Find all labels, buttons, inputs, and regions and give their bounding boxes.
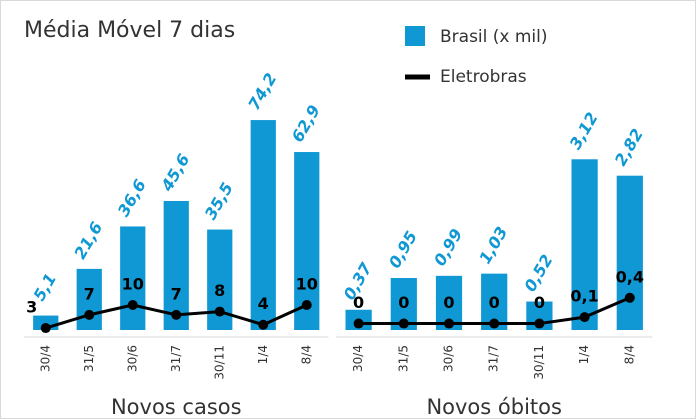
data-label: 0 xyxy=(353,293,364,312)
point xyxy=(624,292,635,303)
legend-label: Eletrobras xyxy=(440,67,527,87)
data-label: 0 xyxy=(443,293,454,312)
legend-label: Brasil (x mil) xyxy=(440,27,548,47)
x-tick-label: 30/4 xyxy=(351,345,365,372)
x-tick-label: 8/4 xyxy=(299,345,313,364)
point xyxy=(444,318,454,329)
x-tick-label: 30/11 xyxy=(212,345,226,380)
point xyxy=(534,318,545,329)
x-axis-label: Novos casos xyxy=(111,395,242,419)
bar xyxy=(250,120,276,330)
point xyxy=(40,323,51,334)
x-tick-label: 1/4 xyxy=(577,345,591,364)
x-tick-label: 1/4 xyxy=(256,345,270,364)
point xyxy=(127,300,138,311)
data-label: 0 xyxy=(398,293,409,312)
data-label: 4 xyxy=(258,294,269,313)
x-tick-label: 31/5 xyxy=(396,345,410,372)
x-axis-label: Novos óbitos xyxy=(426,395,562,419)
bar xyxy=(120,226,146,330)
x-tick-label: 31/7 xyxy=(487,345,501,372)
point xyxy=(84,309,95,320)
data-label: 0,4 xyxy=(616,267,644,286)
x-tick-label: 31/7 xyxy=(169,345,183,372)
x-tick-label: 30/6 xyxy=(442,345,456,372)
x-tick-label: 30/4 xyxy=(38,345,52,372)
point xyxy=(301,300,312,311)
x-tick-label: 30/11 xyxy=(532,345,546,380)
point xyxy=(214,306,225,317)
point xyxy=(171,309,182,320)
data-label: 8 xyxy=(214,281,225,300)
point xyxy=(258,319,269,330)
data-label: 7 xyxy=(171,284,182,303)
data-label: 7 xyxy=(84,284,95,303)
x-tick-label: 8/4 xyxy=(622,345,636,364)
chart-title: Média Móvel 7 dias xyxy=(24,18,235,43)
data-label: 3 xyxy=(26,298,37,317)
data-label: 0,1 xyxy=(570,287,598,306)
point xyxy=(398,318,409,329)
data-label: 10 xyxy=(122,275,144,294)
point xyxy=(579,312,590,323)
data-label: 0 xyxy=(489,293,500,312)
data-label: 0 xyxy=(534,293,545,312)
x-tick-label: 30/6 xyxy=(125,345,139,372)
legend-swatch xyxy=(405,26,425,46)
bar xyxy=(163,200,189,330)
point xyxy=(489,318,500,329)
bar xyxy=(571,159,598,330)
x-tick-label: 31/5 xyxy=(82,345,96,372)
point xyxy=(353,318,364,329)
bar xyxy=(616,175,643,330)
data-label: 10 xyxy=(296,275,318,294)
